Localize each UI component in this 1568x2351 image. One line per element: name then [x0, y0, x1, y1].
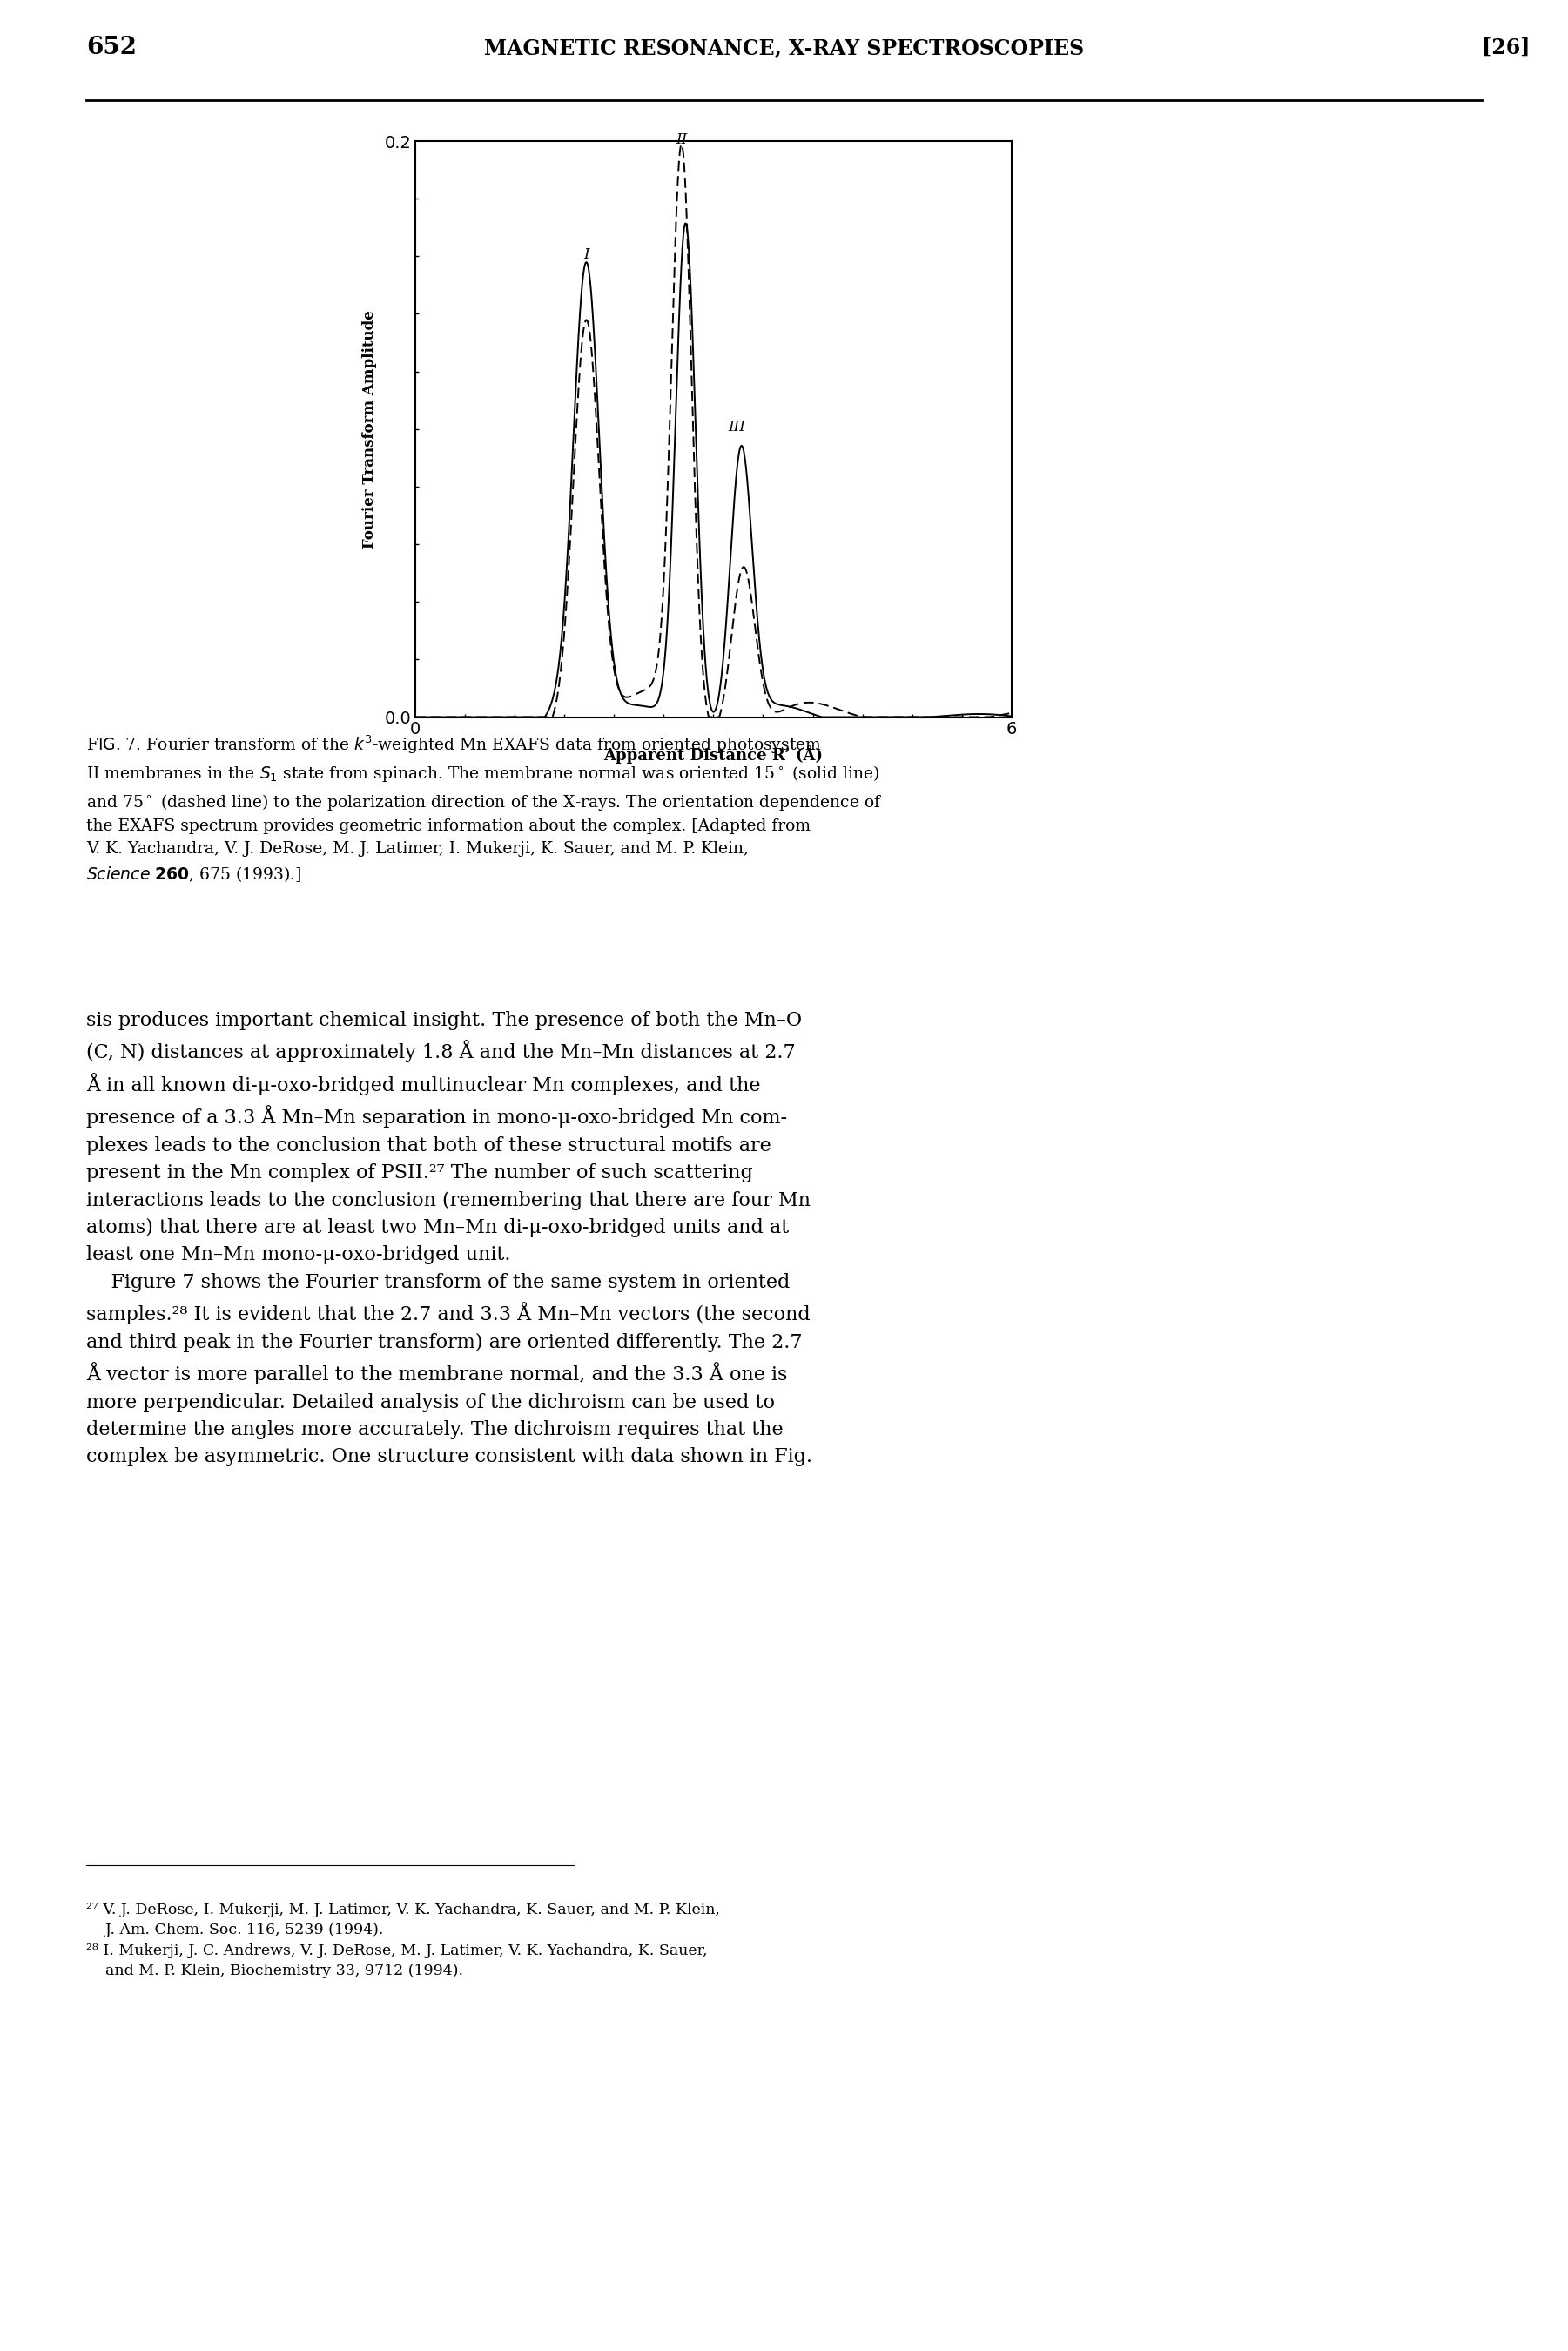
- Text: sis produces important chemical insight. The presence of both the Mn–O
(C, N) di: sis produces important chemical insight.…: [86, 1011, 812, 1467]
- Y-axis label: Fourier Transform Amplitude: Fourier Transform Amplitude: [362, 310, 378, 548]
- Text: ²⁷ V. J. DeRose, I. Mukerji, M. J. Latimer, V. K. Yachandra, K. Sauer, and M. P.: ²⁷ V. J. DeRose, I. Mukerji, M. J. Latim…: [86, 1902, 720, 1980]
- Text: III: III: [728, 421, 746, 435]
- Text: II: II: [676, 132, 687, 146]
- Text: F$\mathsf{IG}$. 7. Fourier transform of the $k^3$-weighted Mn EXAFS data from or: F$\mathsf{IG}$. 7. Fourier transform of …: [86, 734, 883, 884]
- Text: 652: 652: [86, 35, 136, 59]
- Text: MAGNETIC RESONANCE, X-RAY SPECTROSCOPIES: MAGNETIC RESONANCE, X-RAY SPECTROSCOPIES: [485, 38, 1083, 59]
- X-axis label: Apparent Distance R’ (Å): Apparent Distance R’ (Å): [604, 745, 823, 764]
- Text: [26]: [26]: [1482, 38, 1530, 59]
- Text: I: I: [583, 247, 590, 261]
